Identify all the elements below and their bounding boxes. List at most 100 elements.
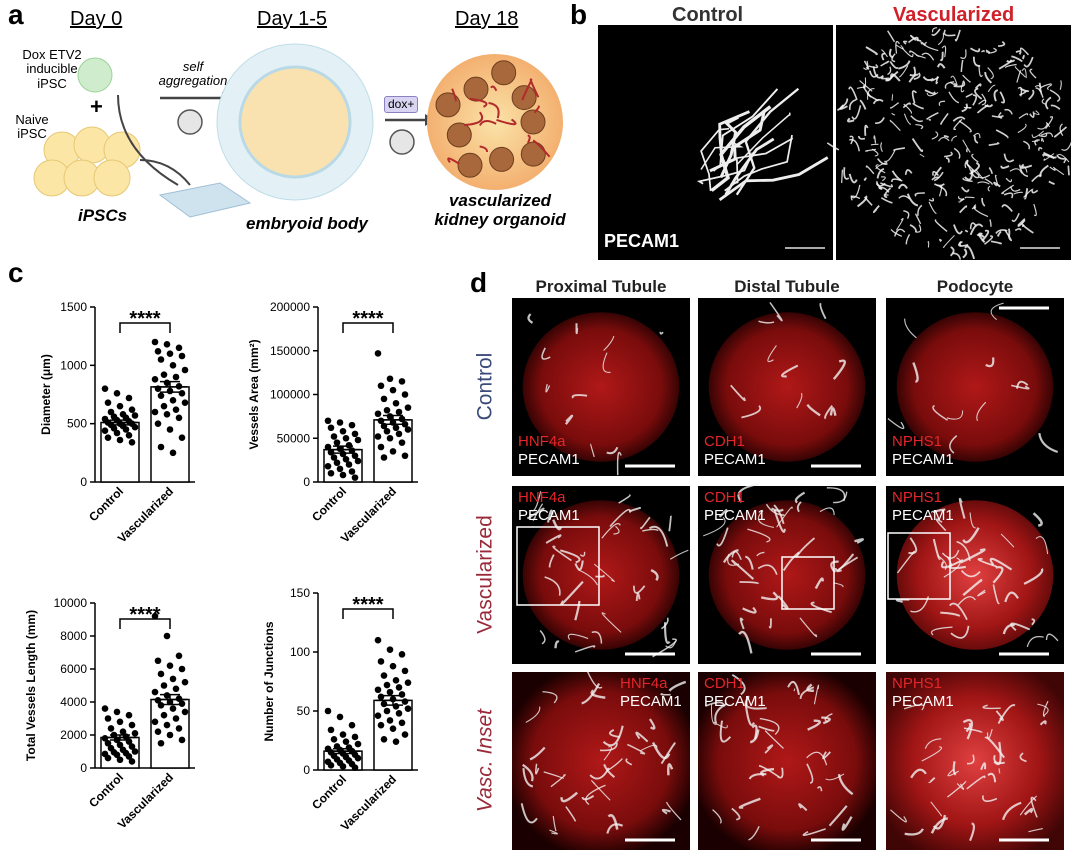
vessel xyxy=(1004,108,1013,115)
vessel xyxy=(627,743,646,755)
vessel xyxy=(868,63,879,69)
row-header: Vasc. Inset xyxy=(473,709,497,813)
vessel xyxy=(928,201,937,215)
data-point xyxy=(383,406,391,414)
vessel xyxy=(1001,204,1013,212)
vessel xyxy=(522,768,534,788)
vessel xyxy=(891,112,896,116)
cell-label: Naive iPSC xyxy=(15,112,49,142)
data-point xyxy=(101,705,109,712)
vessel xyxy=(911,138,924,153)
vessel xyxy=(912,102,924,110)
vessel xyxy=(601,523,621,539)
data-point xyxy=(128,721,136,729)
data-point xyxy=(339,427,347,435)
vessel xyxy=(575,323,579,335)
vessel xyxy=(847,117,855,123)
vessel xyxy=(841,169,844,184)
vessel xyxy=(602,352,611,373)
stage-label: vascularized kidney organoid xyxy=(434,191,566,229)
data-point xyxy=(354,436,362,444)
vessel xyxy=(1011,384,1030,390)
vessel xyxy=(1019,47,1030,56)
vessel xyxy=(1018,113,1029,119)
vessel xyxy=(833,582,844,588)
vessel xyxy=(959,205,968,214)
data-point xyxy=(125,394,133,402)
vessel xyxy=(904,318,917,339)
vessel xyxy=(986,729,993,739)
significance-bracket xyxy=(342,322,394,333)
vessel xyxy=(542,691,558,704)
data-point xyxy=(398,378,406,385)
data-point xyxy=(172,373,180,381)
vessel xyxy=(881,176,886,182)
vessel xyxy=(618,494,631,504)
vessel xyxy=(1049,166,1056,171)
vessel xyxy=(921,52,935,61)
vessel xyxy=(945,157,950,163)
data-point xyxy=(131,748,139,755)
vessel xyxy=(836,98,849,112)
vessel xyxy=(543,771,564,780)
vessel xyxy=(1003,192,1014,199)
vessel xyxy=(810,601,832,614)
vessel xyxy=(776,506,793,528)
vessel xyxy=(938,185,943,197)
vessel xyxy=(914,192,925,197)
vessel xyxy=(625,758,633,766)
data-point xyxy=(377,658,385,665)
data-point xyxy=(163,632,171,640)
vessel xyxy=(903,113,912,125)
vessel xyxy=(1037,703,1049,717)
stain-label: PECAM1 xyxy=(892,693,954,710)
vessel xyxy=(994,174,999,186)
vessel xyxy=(931,131,939,140)
data-point xyxy=(181,366,189,374)
vessel xyxy=(937,32,944,46)
vessel xyxy=(932,170,940,177)
vessel xyxy=(901,47,914,58)
data-point xyxy=(104,754,112,762)
vessel xyxy=(1028,828,1043,833)
etv2-cell xyxy=(77,57,113,93)
data-point xyxy=(154,348,162,355)
vessel xyxy=(880,142,883,153)
vessel xyxy=(667,763,674,776)
vessel xyxy=(981,93,987,106)
schematic xyxy=(33,43,563,218)
vessel xyxy=(545,383,551,393)
vessel xyxy=(1049,89,1061,102)
vessel xyxy=(933,171,944,182)
vessel xyxy=(850,195,861,201)
vessel xyxy=(969,223,984,236)
vessel xyxy=(798,803,808,812)
data-point xyxy=(116,436,124,444)
vessel xyxy=(903,704,925,711)
vessel xyxy=(744,695,767,710)
data-point xyxy=(354,754,362,762)
vessel xyxy=(1043,151,1057,159)
data-point xyxy=(395,408,403,416)
microscopy-grid xyxy=(512,298,1064,850)
y-tick-label: 0 xyxy=(303,763,310,777)
vessel xyxy=(742,606,757,614)
vessel xyxy=(665,640,677,649)
vessel xyxy=(1023,808,1034,816)
vessel xyxy=(650,569,659,581)
ipsc-label: iPSCs xyxy=(78,206,128,225)
vessel xyxy=(934,166,943,178)
vessel xyxy=(712,809,722,824)
vessel xyxy=(1039,720,1047,726)
vessel xyxy=(904,169,913,175)
data-point xyxy=(395,684,403,691)
vessel xyxy=(769,301,783,322)
inset-box xyxy=(887,532,951,600)
vessel xyxy=(990,240,1002,245)
vessel xyxy=(969,822,975,842)
vessel xyxy=(981,197,986,207)
day-label: Day 18 xyxy=(455,8,519,30)
data-point xyxy=(401,452,409,460)
vessel xyxy=(816,786,823,792)
